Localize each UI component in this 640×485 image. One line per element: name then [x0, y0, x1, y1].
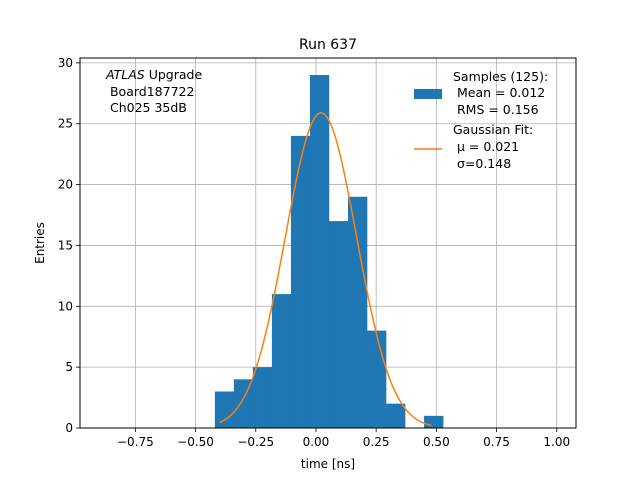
gaussian-fit-line	[219, 112, 432, 427]
x-tick-label: 0.25	[363, 435, 390, 449]
legend-fit-line-1: Gaussian Fit:	[453, 122, 533, 137]
y-tick-label: 0	[65, 421, 73, 435]
annotation-upgrade: Upgrade	[145, 67, 203, 82]
y-axis-label: Entries	[33, 222, 47, 264]
histogram-bar	[367, 330, 387, 428]
histogram-bar	[309, 75, 330, 428]
legend-samples-line-1: Samples (125):	[453, 69, 548, 84]
legend-fit-line-2: μ = 0.021	[453, 139, 519, 154]
histogram-bar	[214, 391, 235, 428]
histogram-bar	[252, 367, 273, 428]
legend-fit-line-3: σ=0.148	[453, 156, 511, 171]
x-axis-ticks: −0.75 −0.50 −0.25 0.00 0.25 0.50 0.75 1.00	[117, 428, 570, 449]
y-tick-label: 25	[58, 117, 73, 131]
y-tick-label: 10	[58, 299, 73, 313]
annotation-board: Board187722	[106, 84, 194, 99]
histogram-bars	[214, 75, 444, 429]
svg-text:ATLAS Upgrade: ATLAS Upgrade	[105, 67, 202, 82]
x-tick-label: 0.50	[423, 435, 450, 449]
x-tick-label: −0.75	[117, 435, 154, 449]
y-tick-label: 5	[65, 360, 73, 374]
annotation-text: ATLAS Upgrade Board187722 Ch025 35dB	[105, 67, 202, 115]
x-tick-label: 0.00	[303, 435, 330, 449]
histogram-bar	[328, 221, 349, 428]
legend-samples-line-3: RMS = 0.156	[453, 102, 539, 117]
histogram-bar	[386, 403, 406, 428]
x-tick-label: −0.50	[177, 435, 214, 449]
plot-frame	[79, 57, 577, 429]
histogram-bar	[233, 379, 254, 428]
y-axis-ticks: 0 5 10 15 20 25 30	[58, 56, 80, 435]
y-tick-label: 20	[58, 178, 73, 192]
histogram-bar	[271, 294, 292, 428]
annotation-channel: Ch025 35dB	[106, 100, 187, 115]
x-tick-label: 1.00	[543, 435, 570, 449]
chart-title: Run 637	[299, 37, 357, 53]
histogram-bar	[424, 415, 444, 428]
y-tick-label: 15	[58, 238, 73, 252]
legend-samples-swatch	[414, 89, 442, 99]
legend-samples-line-2: Mean = 0.012	[453, 85, 545, 100]
histogram-bar	[347, 196, 368, 428]
histogram-bar	[290, 135, 311, 429]
y-tick-label: 30	[58, 56, 73, 70]
annotation-atlas: ATLAS	[105, 67, 145, 82]
x-tick-label: −0.25	[237, 435, 274, 449]
legend: Samples (125): Mean = 0.012 RMS = 0.156 …	[414, 69, 548, 171]
x-tick-label: 0.75	[483, 435, 510, 449]
x-axis-label: time [ns]	[301, 457, 355, 471]
